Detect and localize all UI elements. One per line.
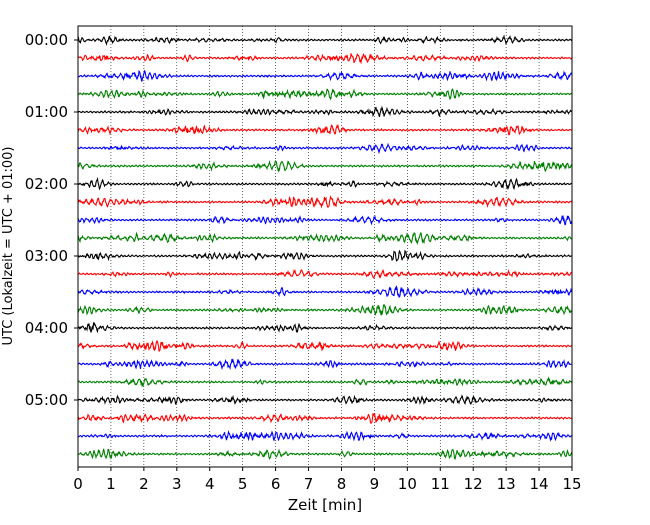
trace-0545 — [77, 448, 573, 461]
trace-0045 — [77, 88, 573, 101]
x-tick-label: 15 — [562, 475, 581, 493]
x-tick-label: 1 — [106, 475, 116, 493]
x-tick-label: 8 — [337, 475, 347, 493]
y-tick-label: 05:00 — [25, 391, 68, 409]
trace-0445 — [77, 376, 572, 388]
y-tick-label: 00:00 — [25, 31, 68, 49]
y-tick-label: 04:00 — [25, 319, 68, 337]
x-tick-label: 2 — [139, 475, 149, 493]
trace-0530 — [77, 430, 573, 442]
y-axis-ticks: 00:00 01:00 02:00 03:00 04:00 05:00 — [25, 31, 78, 409]
trace-0245 — [77, 231, 573, 246]
trace-0015 — [77, 52, 573, 65]
trace-0130 — [77, 142, 573, 155]
trace-0115 — [77, 123, 573, 136]
trace-0415 — [77, 339, 573, 352]
x-tick-label: 4 — [205, 475, 215, 493]
trace-0345 — [77, 304, 573, 317]
x-tick-label: 11 — [431, 475, 450, 493]
x-axis-label: Zeit [min] — [288, 496, 362, 514]
trace-0215 — [77, 195, 573, 209]
trace-0300 — [77, 249, 573, 262]
plot-frame — [77, 25, 573, 468]
x-tick-label: 9 — [370, 475, 380, 493]
x-tick-label: 12 — [464, 475, 483, 493]
trace-0230 — [77, 215, 573, 226]
trace-0100 — [77, 105, 573, 118]
x-tick-label: 5 — [238, 475, 248, 493]
x-tick-label: 10 — [398, 475, 417, 493]
y-tick-label: 01:00 — [25, 103, 68, 121]
x-axis-ticks: 0 1 2 3 4 5 6 7 8 9 10 11 12 13 14 15 — [73, 467, 582, 493]
x-tick-label: 13 — [497, 475, 516, 493]
x-tick-label: 0 — [73, 475, 83, 493]
trace-0330 — [77, 284, 573, 298]
x-tick-label: 14 — [530, 475, 549, 493]
x-tick-label: 7 — [304, 475, 314, 493]
y-tick-label: 03:00 — [25, 247, 68, 265]
trace-0145 — [77, 159, 573, 173]
trace-0515 — [77, 412, 573, 424]
trace-0000 — [77, 34, 573, 46]
trace-0430 — [77, 358, 573, 371]
y-axis-label: UTC (Lokalzeit = UTC + 01:00) — [1, 147, 16, 346]
y-tick-label: 02:00 — [25, 175, 68, 193]
trace-0315 — [77, 268, 573, 279]
trace-0400 — [77, 321, 573, 334]
trace-0030 — [77, 69, 573, 82]
seismogram-traces — [77, 34, 573, 461]
x-tick-label: 6 — [271, 475, 281, 493]
trace-0500 — [77, 394, 573, 405]
x-tick-label: 3 — [172, 475, 182, 493]
trace-0200 — [77, 176, 573, 191]
